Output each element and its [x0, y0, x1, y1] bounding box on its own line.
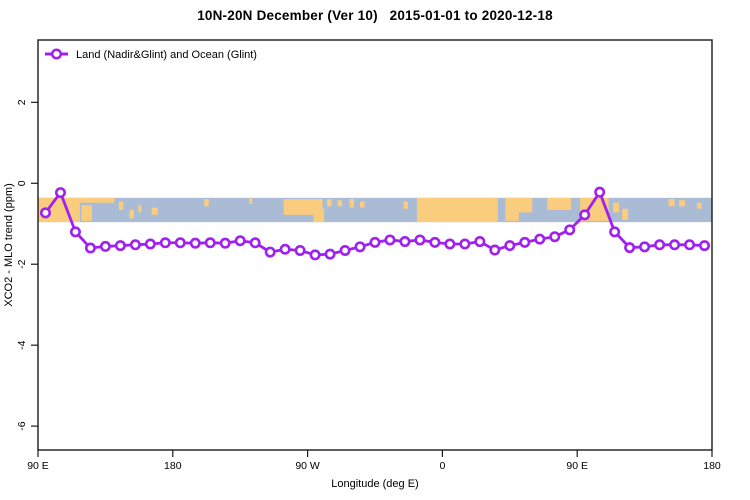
- data-point-marker: [384, 234, 396, 246]
- land-patch: [505, 212, 519, 221]
- land-patch: [204, 199, 209, 207]
- data-point-marker: [639, 241, 651, 253]
- data-point-marker: [129, 239, 141, 251]
- land-patch: [679, 200, 686, 207]
- x-tick-label: 180: [703, 460, 721, 472]
- x-tick-label: 90 E: [566, 460, 588, 472]
- y-axis-title: XCO2 - MLO trend (ppm): [3, 183, 15, 306]
- data-point-marker: [114, 240, 126, 252]
- data-point-marker: [264, 246, 276, 258]
- data-point-marker: [699, 240, 711, 252]
- data-point-marker: [279, 243, 291, 255]
- land-patch: [151, 207, 158, 215]
- data-point-marker: [444, 238, 456, 250]
- data-point-marker: [144, 238, 156, 250]
- land-patch: [337, 200, 343, 207]
- data-point-marker: [39, 207, 51, 219]
- data-point-marker: [459, 238, 471, 250]
- x-tick-label: 90 W: [295, 460, 320, 472]
- data-point-marker: [54, 187, 66, 199]
- data-point-marker: [309, 249, 321, 261]
- land-patch: [622, 208, 629, 220]
- data-point-marker: [684, 239, 696, 251]
- plot-frame: [37, 39, 713, 451]
- land-patch: [129, 209, 134, 219]
- y-tick-label: -4: [16, 340, 28, 349]
- y-tick-label: 0: [16, 180, 28, 186]
- land-patch: [38, 197, 115, 203]
- data-point-marker: [354, 241, 366, 253]
- land-patch: [327, 199, 332, 207]
- data-point-marker: [504, 240, 516, 252]
- data-point-marker: [84, 242, 96, 254]
- data-point-marker: [69, 226, 81, 238]
- land-patch: [138, 205, 142, 213]
- data-point-marker: [429, 236, 441, 248]
- chart-title: 10N-20N December (Ver 10) 2015-01-01 to …: [197, 8, 553, 23]
- land-patch: [313, 208, 325, 223]
- land-patch: [403, 201, 408, 209]
- data-point-marker: [399, 236, 411, 248]
- data-point-marker: [369, 236, 381, 248]
- data-point-marker: [489, 244, 501, 256]
- map-band-strip: [38, 197, 712, 223]
- data-point-marker: [414, 234, 426, 246]
- data-point-marker: [579, 209, 591, 221]
- land-patch: [81, 205, 92, 221]
- land-patch: [505, 197, 533, 213]
- data-point-marker: [594, 186, 606, 198]
- data-point-marker: [669, 239, 681, 251]
- land-patch: [249, 197, 253, 204]
- data-point-marker: [234, 235, 246, 247]
- data-point-marker: [474, 236, 486, 248]
- x-tick-label: 180: [164, 460, 182, 472]
- axis-ticks: 90 E 180 90 W 0 90 E 180 2 0 -2 -4 -6: [16, 99, 721, 472]
- land-patch: [118, 201, 124, 210]
- data-point-marker: [324, 248, 336, 260]
- data-point-marker: [564, 224, 576, 236]
- data-point-marker: [294, 244, 306, 256]
- data-series: [39, 186, 711, 261]
- legend: Land (Nadir&Glint) and Ocean (Glint): [45, 48, 257, 61]
- data-point-marker: [519, 236, 531, 248]
- y-tick-label: -2: [16, 259, 28, 268]
- data-point-marker: [549, 231, 561, 243]
- land-patch: [613, 202, 620, 213]
- data-point-marker: [534, 233, 546, 245]
- data-point-marker: [99, 240, 111, 252]
- x-axis-title: Longitude (deg E): [331, 478, 418, 490]
- x-tick-label: 90 E: [27, 460, 49, 472]
- data-point-marker: [249, 237, 261, 249]
- data-point-marker: [159, 237, 171, 249]
- data-point-marker: [609, 226, 621, 238]
- x-tick-label: 0: [439, 460, 445, 472]
- land-patch: [360, 201, 365, 208]
- data-point-marker: [624, 242, 636, 254]
- data-point-marker: [174, 237, 186, 249]
- land-patch: [416, 197, 498, 223]
- data-point-marker: [204, 237, 216, 249]
- land-patch: [697, 202, 702, 209]
- land-patch: [668, 199, 675, 207]
- land-patch: [547, 197, 572, 210]
- data-point-marker: [654, 239, 666, 251]
- y-tick-label: -6: [16, 421, 28, 430]
- data-point-marker: [339, 244, 351, 256]
- land-patch: [283, 199, 323, 215]
- y-tick-label: 2: [16, 99, 28, 105]
- data-point-marker: [219, 237, 231, 249]
- data-point-marker: [189, 237, 201, 249]
- legend-marker-icon: [50, 48, 63, 60]
- land-patch: [349, 199, 355, 208]
- legend-label: Land (Nadir&Glint) and Ocean (Glint): [76, 49, 257, 61]
